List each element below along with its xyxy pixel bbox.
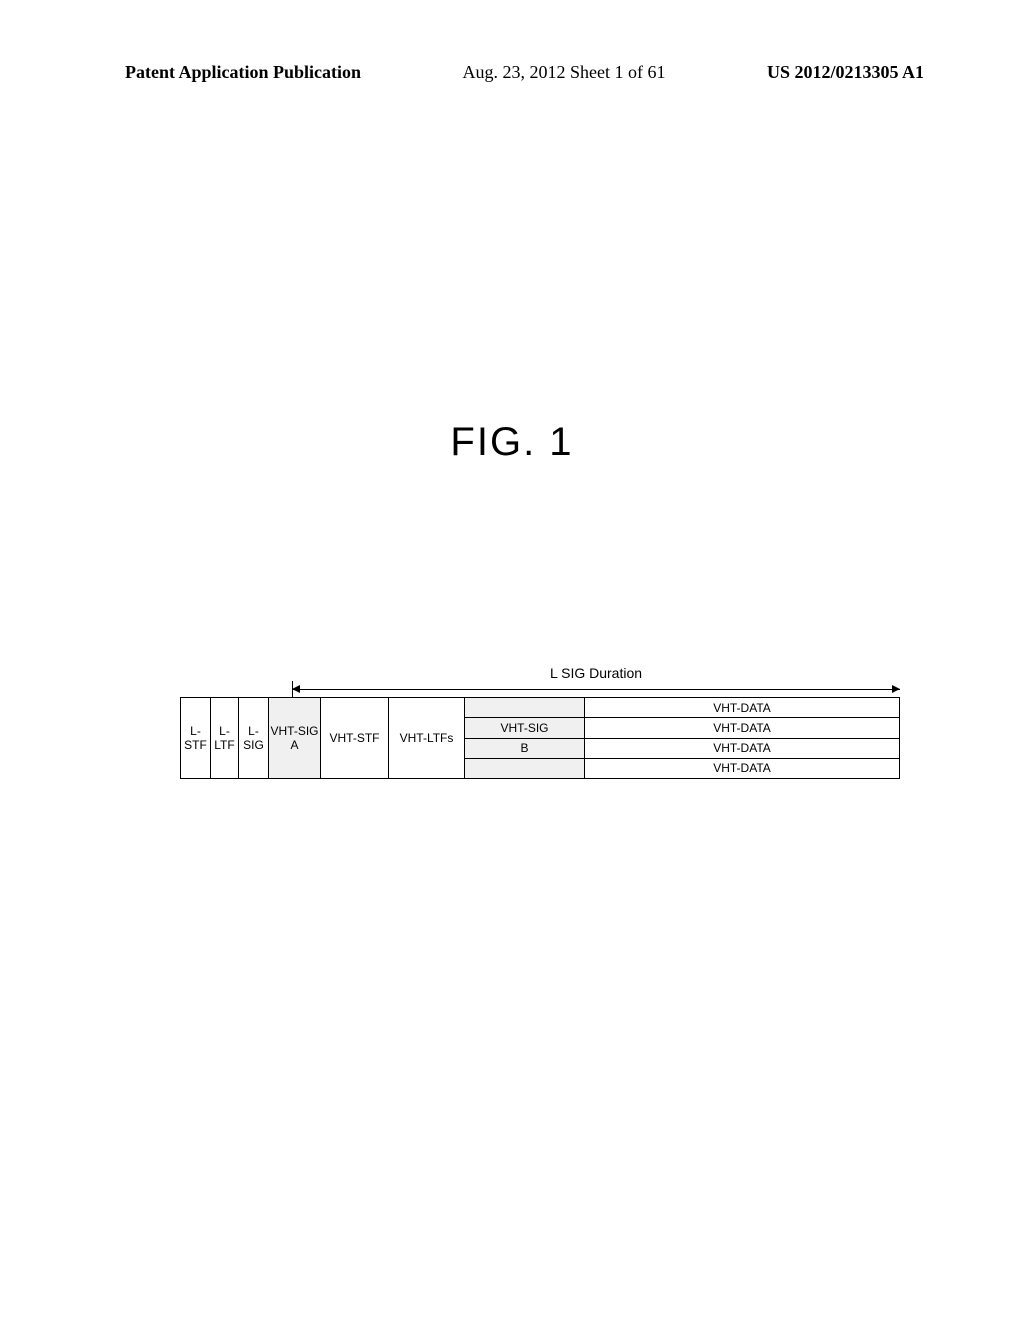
field-vht-sig-b-row4 xyxy=(465,759,585,778)
stream-row-2: VHT-SIG VHT-DATA xyxy=(465,718,899,738)
vht-sig-b-label-top: VHT-SIG xyxy=(465,718,584,737)
field-l-sig: L-SIG xyxy=(239,698,269,778)
field-vht-data-2: VHT-DATA xyxy=(585,718,899,737)
field-vht-sig-b-labelwrap2: B xyxy=(465,739,585,758)
header-right: US 2012/0213305 A1 xyxy=(767,62,924,83)
page-header: Patent Application Publication Aug. 23, … xyxy=(0,62,1024,83)
frame-structure: L-STF L-LTF L-SIG VHT-SIG A VHT-STF VHT-… xyxy=(180,697,900,779)
field-vht-data-1: VHT-DATA xyxy=(585,698,899,717)
frame-diagram: L SIG Duration L-STF L-LTF L-SIG VHT-SIG… xyxy=(180,665,900,779)
header-left: Patent Application Publication xyxy=(125,62,361,83)
arrow-line xyxy=(292,689,900,690)
field-l-ltf: L-LTF xyxy=(211,698,239,778)
stream-row-4: VHT-DATA xyxy=(465,759,899,778)
field-vht-sig-b-labelwrap: VHT-SIG xyxy=(465,718,585,737)
duration-arrow xyxy=(292,683,900,697)
vht-sig-b-label-bot: B xyxy=(465,739,584,758)
arrow-head-right-icon xyxy=(892,685,900,693)
field-vht-data-3: VHT-DATA xyxy=(585,739,899,758)
field-vht-stf: VHT-STF xyxy=(321,698,389,778)
stream-row-1: VHT-DATA xyxy=(465,698,899,718)
right-column: VHT-DATA VHT-SIG VHT-DATA B VHT-DATA VHT… xyxy=(465,698,899,778)
duration-label: L SIG Duration xyxy=(292,665,900,681)
field-vht-data-4: VHT-DATA xyxy=(585,759,899,778)
stream-row-3: B VHT-DATA xyxy=(465,739,899,759)
field-vht-ltfs: VHT-LTFs xyxy=(389,698,465,778)
field-l-stf: L-STF xyxy=(181,698,211,778)
figure-title: FIG. 1 xyxy=(0,420,1024,465)
field-vht-sig-b-row1 xyxy=(465,698,585,717)
field-vht-sig-a: VHT-SIG A xyxy=(269,698,321,778)
header-mid: Aug. 23, 2012 Sheet 1 of 61 xyxy=(463,62,666,83)
